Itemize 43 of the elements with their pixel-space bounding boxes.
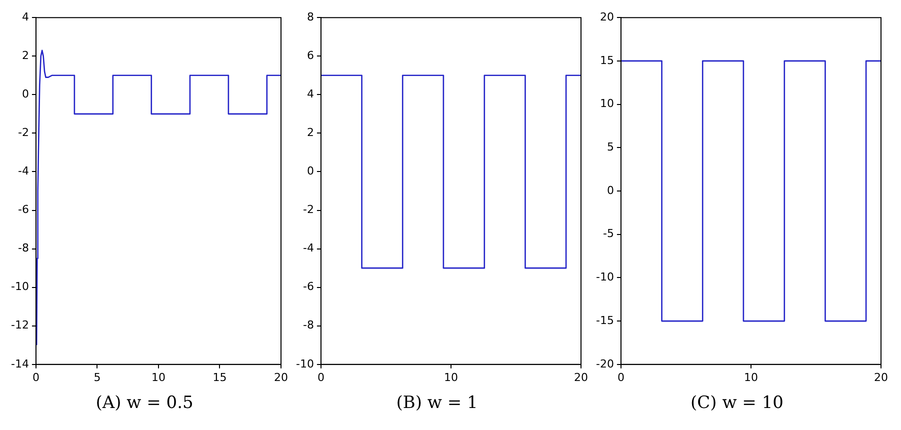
y-tick-label: -5 [603,227,614,240]
y-tick-label: 5 [606,140,614,154]
x-tick-label: 20 [274,370,288,384]
y-tick-label: 20 [600,10,614,24]
y-tick-label: -2 [303,203,314,216]
y-tick-label: 8 [306,10,314,24]
y-tick-label: -8 [303,318,314,332]
text: (B) w = 1 [396,393,478,414]
x-tick-label: 15 [212,370,227,384]
x-tick-label: 0 [32,370,40,384]
x-tick-label: 10 [444,370,458,384]
y-tick-label: 2 [22,48,29,62]
y-tick-label: 4 [22,10,29,24]
x-tick-label: 20 [574,370,588,384]
y-tick-label: 10 [600,97,614,110]
y-tick-label: 0 [22,88,29,101]
y-tick-label: -4 [303,242,314,255]
y-tick-label: -14 [11,357,29,370]
y-tick-label: 0 [606,184,614,197]
text: (A) w = 0.5 [96,393,194,414]
x-tick-label: 10 [744,370,758,384]
y-tick-label: -12 [11,318,29,332]
text: (C) w = 10 [690,393,784,414]
y-tick-label: -10 [596,270,614,284]
x-tick-label: 5 [94,370,101,384]
y-tick-label: -20 [596,357,614,370]
y-tick-label: 15 [600,54,614,67]
x-tick-label: 10 [151,370,166,384]
y-tick-label: 2 [306,126,314,140]
y-tick-label: 0 [306,164,314,178]
y-tick-label: -2 [18,126,29,140]
x-tick-label: 0 [317,370,324,384]
y-tick-label: -10 [11,280,29,294]
y-tick-label: -4 [18,164,29,178]
y-tick-label: -6 [18,203,29,216]
y-tick-label: -10 [296,357,314,370]
y-tick-label: -8 [18,242,29,255]
y-tick-label: -6 [303,280,314,294]
y-tick-label: 4 [306,88,314,101]
x-tick-label: 20 [874,370,888,384]
x-tick-label: 0 [617,370,624,384]
y-tick-label: 6 [306,48,314,62]
y-tick-label: -15 [596,314,614,327]
